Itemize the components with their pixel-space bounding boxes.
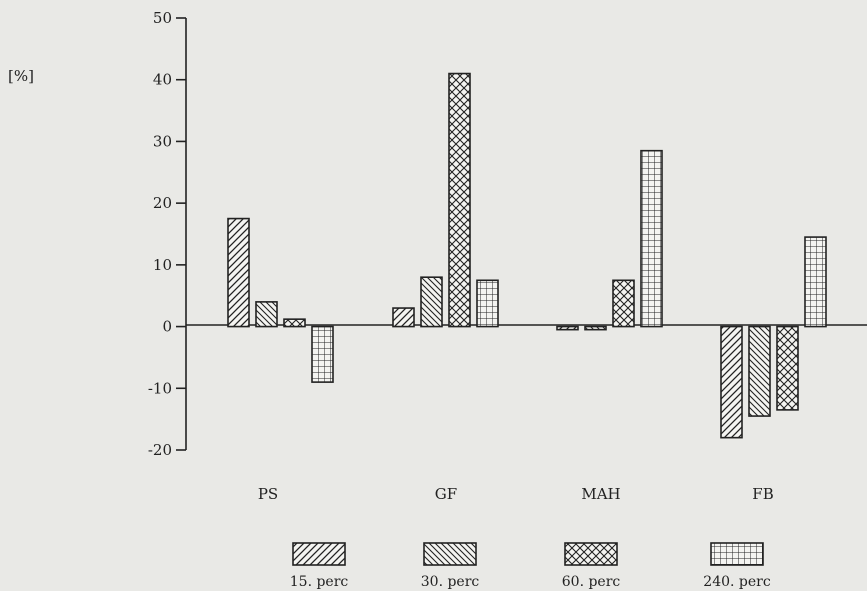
bars — [227, 72, 827, 439]
legend-swatch — [564, 542, 618, 566]
bar-gf-series-3 — [448, 72, 471, 328]
bar-gf-series-4 — [476, 279, 499, 328]
legend: 15. perc 30. perc 60. perc 240. perc — [290, 542, 771, 590]
bar-gf-series-1 — [392, 307, 415, 328]
y-tick-label: 50 — [153, 9, 172, 27]
bar-fb-series-1 — [720, 325, 743, 439]
bar-ps-series-3 — [283, 318, 306, 328]
y-tick-label: 10 — [153, 256, 172, 274]
y-tick-label: 40 — [153, 71, 172, 89]
legend-label: 15. perc — [290, 574, 349, 590]
legend-swatch — [423, 542, 477, 566]
y-tick-label: 20 — [153, 194, 172, 212]
bar-ps-series-4 — [311, 325, 334, 383]
y-tick-label: -20 — [148, 441, 172, 459]
y-ticks: -20 -10 0 10 20 30 40 50 — [148, 9, 186, 459]
bar-ps-series-2 — [255, 301, 278, 328]
legend-swatch — [292, 542, 346, 566]
bar-mah-series-1 — [556, 325, 579, 331]
category-label: PS — [258, 485, 278, 503]
category-label: MAH — [581, 485, 620, 503]
category-labels: PS GF MAH FB — [258, 485, 774, 503]
y-tick-label: 30 — [153, 132, 172, 150]
legend-label: 60. perc — [562, 574, 621, 590]
bar-gf-series-2 — [420, 276, 443, 328]
category-label: GF — [435, 485, 457, 503]
bar-fb-series-4 — [804, 236, 827, 328]
bar-mah-series-4 — [640, 149, 663, 328]
bar-mah-series-2 — [584, 325, 607, 331]
category-label: FB — [752, 485, 773, 503]
y-axis-label: [%] — [8, 67, 34, 85]
legend-swatch — [710, 542, 764, 566]
legend-label: 30. perc — [421, 574, 480, 590]
bar-fb-series-3 — [776, 325, 799, 411]
y-tick-label: 0 — [162, 318, 172, 336]
bar-mah-series-3 — [612, 279, 635, 328]
bar-ps-series-1 — [227, 217, 250, 328]
legend-label: 240. perc — [703, 574, 771, 590]
y-tick-label: -10 — [148, 379, 172, 397]
bar-fb-series-2 — [748, 325, 771, 417]
